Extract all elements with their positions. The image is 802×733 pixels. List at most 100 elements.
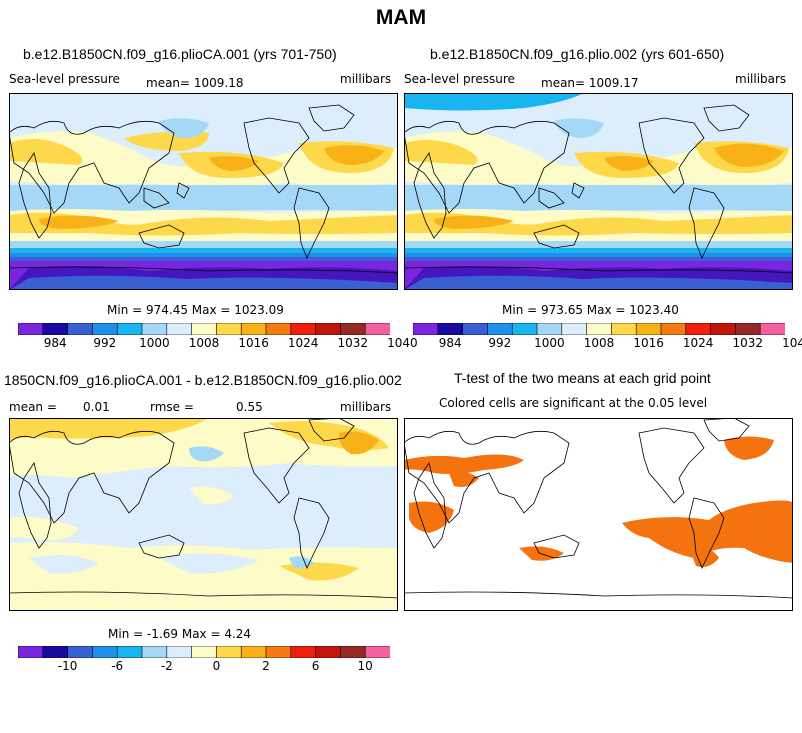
p2-aleutian — [554, 118, 604, 138]
p4-coastlines — [404, 418, 793, 599]
colorbar-label: 1000 — [534, 336, 565, 350]
p1-aleutian — [159, 118, 209, 138]
colorbar-swatch-1 — [42, 323, 69, 335]
colorbar-label: 984 — [438, 336, 462, 350]
colorbar-swatch-0 — [18, 646, 44, 658]
colorbar-label: 992 — [93, 336, 117, 350]
colorbar-swatch-11 — [290, 646, 317, 658]
colorbar-label: -2 — [160, 659, 173, 673]
colorbar-swatch-14 — [364, 646, 390, 658]
p2-antarctic-1000 — [404, 275, 793, 290]
p2-azores-1024 — [714, 143, 784, 167]
panel1-mean: mean= 1009.18 — [146, 76, 244, 90]
p3-epac-pos — [189, 486, 234, 505]
p1-eq-1008 — [9, 185, 398, 213]
colorbar-swatch-4 — [116, 323, 143, 335]
panel2-units: millibars — [735, 72, 787, 86]
colorbar-label: 1040 — [782, 336, 802, 350]
panel2-title: b.e12.B1850CN.f09_g16.plio.002 (yrs 601-… — [430, 46, 725, 62]
panel3-units: millibars — [340, 400, 392, 414]
panel3-title: 1850CN.f09_g16.plioCA.001 - b.e12.B1850C… — [4, 372, 402, 388]
p2-eq-1008 — [404, 185, 793, 213]
panel1-map — [9, 93, 398, 290]
colorbar-swatch-13 — [340, 646, 366, 658]
colorbar-swatch-7 — [191, 646, 218, 658]
panel4-map — [404, 418, 793, 611]
colorbar-label: 984 — [43, 336, 67, 350]
p2-frame — [404, 93, 793, 290]
colorbar-label: 992 — [488, 336, 512, 350]
colorbar-label: -10 — [57, 659, 78, 673]
colorbar-swatch-14 — [759, 323, 785, 335]
colorbar-label: 1024 — [287, 336, 319, 350]
p3-sh-neg2 — [159, 553, 259, 574]
p2-npac-1024 — [604, 156, 654, 171]
colorbar-swatch-5 — [536, 323, 563, 335]
p3-sh-neg3 — [289, 556, 314, 569]
p1-arctic — [9, 93, 398, 125]
colorbar-label: 1032 — [732, 336, 764, 350]
panel2-mean: mean= 1009.17 — [541, 76, 639, 90]
colorbar-swatch-1 — [42, 646, 69, 658]
p2-arctic-low — [404, 93, 584, 111]
colorbar-swatch-0 — [18, 323, 44, 335]
colorbar-swatch-6 — [166, 646, 193, 658]
p2-subtrop-1020 — [404, 212, 793, 236]
p3-coastlines — [9, 418, 398, 599]
colorbar-swatch-2 — [462, 323, 488, 335]
colorbar-swatch-13 — [735, 323, 761, 335]
colorbar-label: 0 — [212, 659, 221, 673]
colorbar-swatch-3 — [487, 323, 513, 335]
colorbar-swatch-8 — [216, 646, 242, 658]
colorbar-swatch-12 — [315, 323, 342, 335]
p2-coastlines — [404, 104, 793, 274]
colorbar-swatch-9 — [635, 323, 662, 335]
panel3-colorbar — [18, 646, 390, 658]
p3-frame — [9, 418, 398, 611]
p1-azores-1024 — [324, 145, 384, 165]
panel1-title: b.e12.B1850CN.f09_g16.plioCA.001 (yrs 70… — [23, 46, 337, 62]
colorbar-label: 1040 — [387, 336, 418, 350]
colorbar-label: 2 — [262, 659, 270, 673]
panel1-colorbar — [18, 323, 390, 335]
colorbar-swatch-8 — [611, 323, 637, 335]
colorbar-label: -6 — [111, 659, 124, 673]
panel2-colorbar — [413, 323, 785, 335]
colorbar-label: 1016 — [633, 336, 664, 350]
p1-npac-1024 — [209, 156, 259, 171]
colorbar-label: 1016 — [238, 336, 269, 350]
panel3-mean-value: 0.01 — [83, 400, 110, 414]
panel3-minmax: Min = -1.69 Max = 4.24 — [108, 627, 252, 641]
colorbar-swatch-3 — [92, 646, 118, 658]
panel1-minmax: Min = 974.45 Max = 1023.09 — [107, 303, 284, 317]
p1-subtrop-1020 — [9, 212, 398, 236]
colorbar-swatch-9 — [240, 646, 267, 658]
panel2-colorbar-labels: 984 992 1000 1008 1016 1024 1032 1040 — [413, 336, 802, 352]
p1-nh-1020-eu — [9, 139, 83, 165]
colorbar-swatch-6 — [166, 323, 193, 335]
colorbar-label: 1024 — [682, 336, 714, 350]
colorbar-swatch-11 — [290, 323, 317, 335]
main-title: MAM — [375, 6, 427, 29]
panel2-map — [404, 93, 793, 290]
colorbar-swatch-12 — [315, 646, 342, 658]
colorbar-swatch-8 — [216, 323, 242, 335]
p2-nh-1016 — [404, 131, 793, 187]
p2-sio-1024 — [434, 215, 514, 229]
p2-nh-1020-eu — [404, 139, 478, 165]
panel2-minmax: Min = 973.65 Max = 1023.40 — [502, 303, 679, 317]
colorbar-swatch-3 — [92, 323, 118, 335]
panel3-mean-label: mean = — [9, 400, 57, 414]
p1-sio-1024 — [39, 215, 119, 229]
p1-nh-1016 — [9, 131, 398, 187]
p3-arctic-pos — [9, 418, 209, 440]
p1-antarctic-1000 — [9, 275, 398, 290]
colorbar-label: 1032 — [337, 336, 369, 350]
colorbar-label: 1008 — [583, 336, 615, 350]
p3-npac-neg — [189, 446, 224, 462]
colorbar-swatch-4 — [116, 646, 143, 658]
colorbar-swatch-10 — [660, 323, 687, 335]
colorbar-label: 10 — [357, 659, 373, 673]
panel3-rmse-label: rmse = — [150, 400, 194, 414]
panel1-colorbar-labels: 984 992 1000 1008 1016 1024 1032 1040 — [18, 336, 418, 352]
